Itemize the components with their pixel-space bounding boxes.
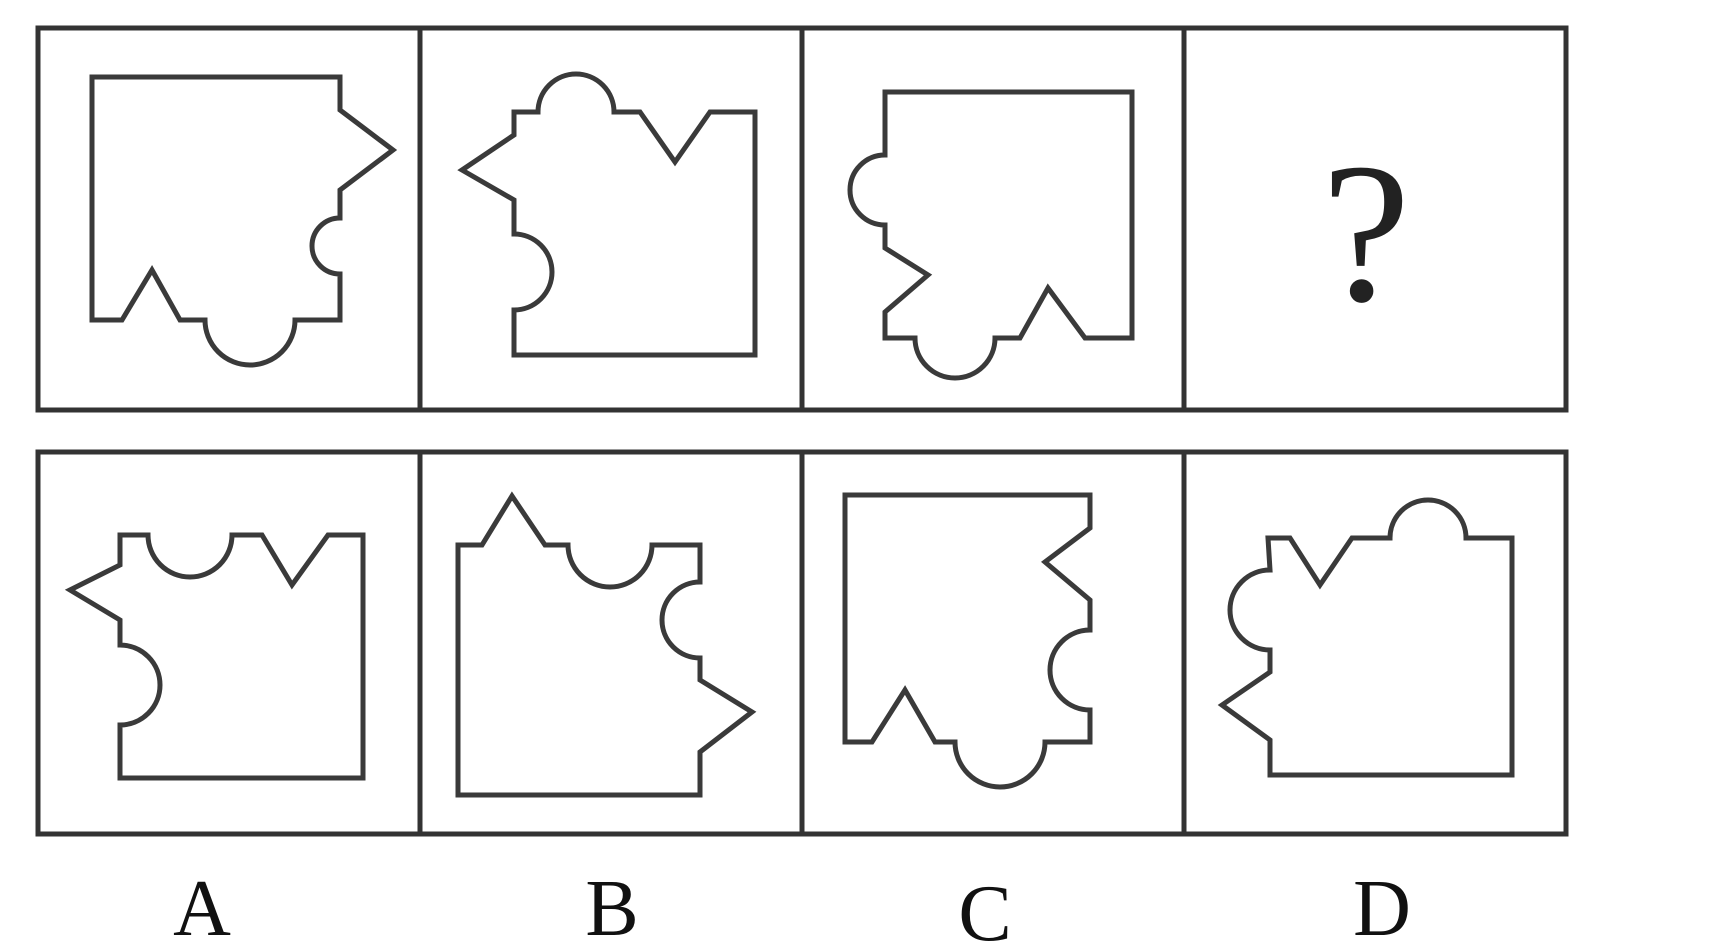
question-figure-3 (847, 89, 1135, 381)
option-cell-a[interactable] (35, 449, 423, 837)
option-figure-b[interactable] (455, 491, 757, 798)
options-row (35, 449, 1569, 837)
option-label-c: C (958, 870, 1011, 942)
question-row: ? (35, 25, 1569, 413)
question-figure-1 (89, 74, 398, 368)
question-mark: ? (1322, 123, 1411, 344)
option-labels: A B C D (173, 865, 1411, 942)
option-label-d: D (1353, 865, 1411, 942)
option-label-a: A (173, 865, 231, 942)
option-cell-b[interactable] (417, 449, 805, 837)
option-cell-c[interactable] (799, 449, 1187, 837)
option-figure-c[interactable] (842, 492, 1093, 790)
option-figure-d[interactable] (1217, 497, 1515, 778)
option-figure-a[interactable] (64, 532, 366, 781)
question-cell-4 (1181, 25, 1569, 413)
question-cell-1 (35, 25, 423, 413)
question-figure-2 (457, 71, 758, 358)
option-label-b: B (585, 865, 638, 942)
